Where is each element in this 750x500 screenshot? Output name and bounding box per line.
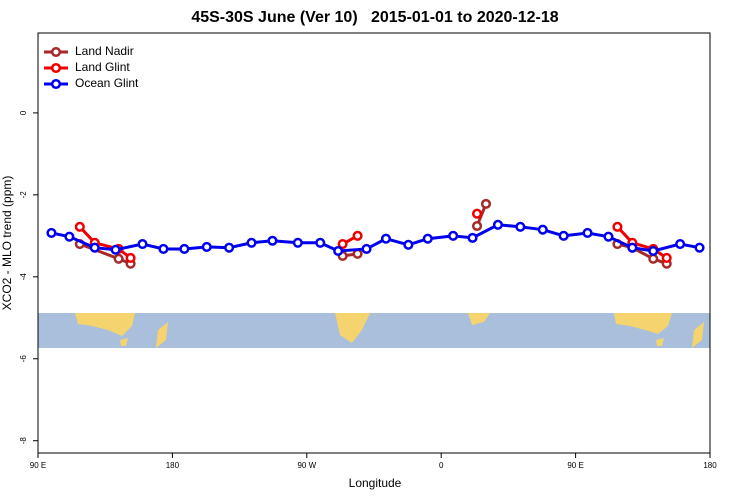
legend-marker: [50, 62, 62, 74]
data-point: [537, 224, 548, 235]
data-point: [224, 242, 235, 253]
data-point: [110, 244, 121, 255]
data-point: [158, 243, 169, 254]
map-ocean: [38, 313, 710, 348]
data-point: [422, 233, 433, 244]
data-point: [201, 241, 212, 252]
y-tick-label: 0: [19, 110, 28, 115]
series-line: [51, 223, 700, 253]
data-point: [292, 237, 303, 248]
data-point: [480, 198, 492, 209]
map-land: [656, 338, 664, 346]
data-point: [675, 238, 686, 250]
x-tick-label: 90 E: [567, 461, 583, 470]
map-land: [468, 313, 490, 325]
data-point: [74, 221, 85, 232]
data-point: [179, 243, 190, 254]
map-land: [120, 338, 128, 346]
data-point: [125, 252, 136, 264]
series-line: [78, 225, 668, 260]
data-point: [333, 245, 344, 257]
data-point: [694, 242, 705, 253]
y-axis-label: XCO2 - MLO trend (ppm): [0, 176, 14, 311]
legend-marker: [50, 46, 62, 58]
map-land: [335, 313, 370, 343]
data-point: [612, 221, 623, 232]
y-tick-label: -4: [19, 273, 28, 281]
data-point: [467, 232, 478, 243]
legend-label: Land Nadir: [75, 44, 134, 58]
map-land: [156, 322, 168, 348]
data-point: [352, 230, 363, 241]
data-point: [137, 238, 148, 250]
x-tick-label: 0: [439, 461, 444, 470]
map-land: [75, 313, 135, 336]
data-point: [46, 227, 57, 239]
plot-frame: [37, 32, 711, 454]
data-point: [603, 231, 614, 242]
data-point: [471, 220, 483, 232]
data-point: [448, 230, 459, 241]
chart-title: 45S-30S June (Ver 10) 2015-01-01 to 2020…: [191, 9, 558, 26]
data-point: [492, 219, 503, 230]
data-point: [113, 253, 124, 264]
x-tick-label: 90 E: [30, 461, 46, 470]
legend-label: Ocean Glint: [75, 76, 139, 90]
data-point: [267, 235, 278, 246]
data-point: [627, 242, 638, 253]
legend-label: Land Glint: [75, 60, 130, 74]
map-strip: [38, 313, 710, 348]
data-point: [89, 242, 100, 253]
map-land: [614, 313, 672, 334]
data-point: [558, 230, 569, 241]
y-tick-label: -8: [19, 437, 28, 445]
data-point: [246, 237, 257, 248]
data-point: [315, 237, 326, 248]
y-tick-label: -2: [19, 191, 28, 199]
data-point: [661, 252, 672, 264]
x-tick-label: 90 W: [297, 461, 316, 470]
x-axis-label: Longitude: [349, 476, 402, 490]
data-point: [361, 243, 372, 254]
x-tick-label: 180: [703, 461, 717, 470]
data-point: [471, 208, 483, 219]
data-point: [403, 239, 414, 250]
data-point: [64, 231, 75, 242]
x-tick-label: 180: [166, 461, 180, 470]
data-point: [380, 233, 391, 244]
y-tick-label: -6: [19, 355, 28, 363]
data-point: [648, 245, 659, 257]
data-point: [515, 221, 526, 232]
data-point: [582, 227, 593, 239]
map-land: [692, 322, 704, 348]
data-point: [337, 238, 348, 250]
legend-marker: [50, 78, 62, 90]
data-point: [648, 253, 659, 264]
